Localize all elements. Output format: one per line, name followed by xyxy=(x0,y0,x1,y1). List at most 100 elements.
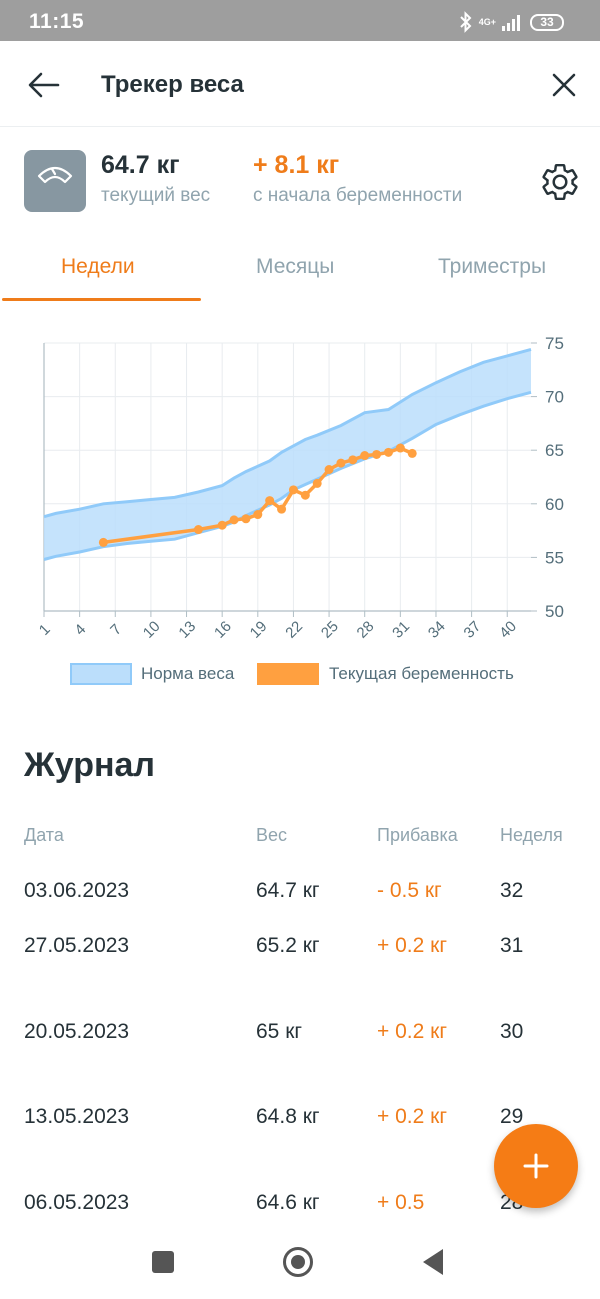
x-tick-label: 31 xyxy=(389,618,413,642)
y-tick-label: 60 xyxy=(545,495,564,514)
row-week: 30 xyxy=(500,1020,524,1043)
current-pregnancy-point xyxy=(312,478,322,488)
y-tick-label: 55 xyxy=(545,548,564,567)
scale-icon xyxy=(24,150,86,212)
row-week: 29 xyxy=(500,1105,524,1128)
x-tick-label: 34 xyxy=(425,618,449,642)
weight-chart-svg: 1 4 7 10 13 16 19 22 25 28 31 34 37 40 50 55 60 65 70 75 xyxy=(36,334,564,642)
column-header-gain: Прибавка xyxy=(377,825,458,845)
legend-label-current: Текущая беременность xyxy=(329,664,514,683)
x-tick-label: 4 xyxy=(71,621,89,639)
norm-band-area xyxy=(44,349,531,560)
current-pregnancy-point xyxy=(241,514,251,524)
current-pregnancy-point xyxy=(265,496,275,506)
current-pregnancy-point xyxy=(98,537,108,547)
home-icon[interactable] xyxy=(283,1247,313,1277)
battery-icon: 33 xyxy=(530,13,564,31)
row-weight: 65 кг xyxy=(256,1020,303,1043)
row-date: 20.05.2023 xyxy=(24,1020,130,1043)
tab-trimesters[interactable]: Триместры xyxy=(438,255,547,278)
back-arrow-icon[interactable] xyxy=(24,65,64,105)
current-pregnancy-point xyxy=(372,449,382,459)
bluetooth-icon xyxy=(460,11,472,33)
weight-gain-value: + 8.1 кг xyxy=(253,151,340,179)
recents-icon[interactable] xyxy=(152,1251,174,1273)
row-gain: + 0.5 xyxy=(377,1191,425,1214)
current-pregnancy-point xyxy=(336,458,346,468)
app-bar: Трекер веса xyxy=(0,41,600,127)
x-tick-label: 1 xyxy=(36,621,54,639)
row-gain: + 0.2 кг xyxy=(377,1020,447,1043)
current-pregnancy-point xyxy=(383,447,393,457)
row-weight: 64.6 кг xyxy=(256,1191,320,1214)
x-tick-label: 10 xyxy=(140,618,164,642)
current-pregnancy-point xyxy=(277,504,287,514)
row-gain: - 0.5 кг xyxy=(377,879,442,902)
row-date: 06.05.2023 xyxy=(24,1191,130,1214)
tab-weeks[interactable]: Недели xyxy=(61,255,135,278)
tab-months[interactable]: Месяцы xyxy=(256,255,335,278)
row-date: 27.05.2023 xyxy=(24,934,130,957)
x-tick-label: 25 xyxy=(318,618,342,642)
weight-gain-label: с начала беременности xyxy=(253,185,463,206)
current-weight-label: текущий вес xyxy=(101,185,211,206)
system-nav-bar xyxy=(0,1227,600,1299)
journal-title: Журнал xyxy=(24,746,156,784)
plus-icon xyxy=(523,1153,549,1179)
nav-back-icon[interactable] xyxy=(423,1249,443,1275)
y-tick-label: 70 xyxy=(545,388,564,407)
legend-label-norm: Норма веса xyxy=(141,664,235,683)
row-date: 03.06.2023 xyxy=(24,879,130,902)
x-tick-label: 22 xyxy=(282,618,306,642)
current-pregnancy-point xyxy=(253,510,263,520)
column-header-date: Дата xyxy=(24,825,64,845)
chart-legend: Норма веса Текущая беременность xyxy=(0,660,600,690)
add-weight-button[interactable] xyxy=(494,1124,578,1208)
norm-band-lower-line xyxy=(43,390,532,561)
legend-swatch-norm xyxy=(70,663,132,685)
current-pregnancy-point xyxy=(348,455,358,465)
current-pregnancy-point xyxy=(300,490,310,500)
x-tick-label: 13 xyxy=(175,618,199,642)
network-type: 4G+ xyxy=(478,16,496,27)
current-pregnancy-point xyxy=(395,443,405,453)
status-bar: 11:15 4G+ 33 xyxy=(0,0,600,41)
signal-icon xyxy=(502,15,520,31)
row-weight: 65.2 кг xyxy=(256,934,320,957)
current-pregnancy-point xyxy=(217,520,227,530)
norm-band-upper-line xyxy=(43,347,532,519)
current-weight-value: 64.7 кг xyxy=(101,151,180,179)
y-tick-label: 65 xyxy=(545,441,564,460)
row-gain: + 0.2 кг xyxy=(377,1105,447,1128)
row-date: 13.05.2023 xyxy=(24,1105,130,1128)
x-tick-label: 16 xyxy=(211,618,235,642)
period-tabs: Недели Месяцы Триместры xyxy=(0,237,600,303)
page-title: Трекер веса xyxy=(101,71,244,98)
current-pregnancy-point xyxy=(407,448,417,458)
status-icons: 4G+ 33 xyxy=(459,10,564,34)
row-gain: + 0.2 кг xyxy=(377,934,447,957)
legend-swatch-current xyxy=(257,663,319,685)
close-icon[interactable] xyxy=(544,65,584,105)
current-pregnancy-point xyxy=(193,525,203,535)
column-header-week: Неделя xyxy=(500,825,563,845)
status-time: 11:15 xyxy=(29,10,85,33)
weight-chart: 1 4 7 10 13 16 19 22 25 28 31 34 37 40 50 55 60 65 70 75 Но… xyxy=(0,320,600,700)
column-header-weight: Вес xyxy=(256,825,288,845)
x-tick-label: 19 xyxy=(247,618,271,642)
current-pregnancy-point xyxy=(229,515,239,525)
current-pregnancy-point xyxy=(324,464,334,474)
y-tick-label: 75 xyxy=(545,334,564,353)
row-week: 32 xyxy=(500,879,524,902)
x-tick-label: 28 xyxy=(354,618,378,642)
x-tick-label: 40 xyxy=(496,618,520,642)
gear-icon[interactable] xyxy=(539,161,581,203)
row-week: 31 xyxy=(500,934,524,957)
weight-summary: 64.7 кг текущий вес + 8.1 кг с начала бе… xyxy=(0,127,600,237)
row-weight: 64.8 кг xyxy=(256,1105,320,1128)
row-weight: 64.7 кг xyxy=(256,879,320,902)
y-tick-label: 50 xyxy=(545,602,564,621)
current-pregnancy-point xyxy=(360,451,370,461)
active-tab-indicator xyxy=(2,298,201,301)
x-tick-label: 7 xyxy=(107,621,125,639)
